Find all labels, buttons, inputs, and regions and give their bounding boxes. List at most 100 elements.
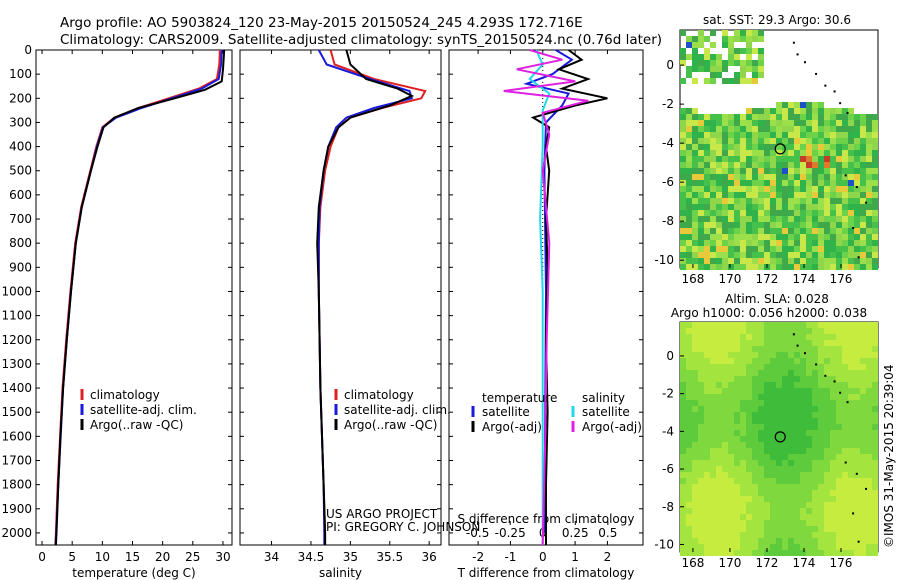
heat-cell [842, 252, 848, 258]
heat-cell [800, 454, 806, 460]
heat-cell [848, 370, 854, 376]
heat-cell [704, 430, 710, 436]
heat-cell [740, 352, 746, 358]
heat-cell [680, 538, 686, 544]
heat-cell [788, 472, 794, 478]
y-tick-label: 700 [9, 212, 32, 226]
heat-cell [680, 204, 686, 210]
heat-cell [818, 108, 824, 114]
sst-map-field [680, 30, 878, 270]
heat-cell [872, 376, 878, 382]
heat-cell [818, 418, 824, 424]
island-dot [833, 380, 836, 383]
heat-cell [776, 210, 782, 216]
heat-cell [794, 418, 800, 424]
y-tick-label: 900 [9, 260, 32, 274]
heat-cell [686, 526, 692, 532]
heat-cell [794, 204, 800, 210]
heat-cell [752, 246, 758, 252]
heat-cell [842, 168, 848, 174]
heat-cell [842, 144, 848, 150]
heat-cell [812, 538, 818, 544]
heat-cell [692, 460, 698, 466]
heat-cell [818, 114, 824, 120]
heat-cell [728, 120, 734, 126]
heat-cell [740, 388, 746, 394]
heat-cell [698, 60, 704, 66]
heat-cell [800, 448, 806, 454]
heat-cell [788, 508, 794, 514]
heat-cell [734, 162, 740, 168]
heat-cell [704, 48, 710, 54]
heat-cell [776, 382, 782, 388]
heat-cell [782, 180, 788, 186]
heat-cell [704, 394, 710, 400]
heat-cell [734, 54, 740, 60]
heat-cell [764, 508, 770, 514]
heat-cell [860, 454, 866, 460]
heat-cell [800, 502, 806, 508]
heat-cell [872, 222, 878, 228]
heat-cell [692, 126, 698, 132]
heat-cell [830, 334, 836, 340]
heat-cell [848, 484, 854, 490]
heat-cell [872, 328, 878, 334]
heat-cell [854, 550, 860, 556]
heat-cell [758, 514, 764, 520]
heat-cell [740, 412, 746, 418]
heat-cell [740, 210, 746, 216]
heat-cell [746, 472, 752, 478]
heat-cell [788, 198, 794, 204]
heat-cell [692, 60, 698, 66]
heat-cell [758, 520, 764, 526]
heat-cell [782, 412, 788, 418]
heat-cell [686, 204, 692, 210]
heat-cell [686, 502, 692, 508]
heat-cell [776, 264, 782, 270]
heat-cell [806, 358, 812, 364]
heat-cell [824, 108, 830, 114]
heat-cell [806, 108, 812, 114]
heat-cell [842, 162, 848, 168]
heat-cell [824, 120, 830, 126]
heat-cell [836, 406, 842, 412]
heat-cell [830, 460, 836, 466]
heat-cell [812, 204, 818, 210]
heat-cell [854, 258, 860, 264]
heat-cell [866, 538, 872, 544]
heat-cell [866, 448, 872, 454]
heat-cell [854, 240, 860, 246]
heat-cell [710, 430, 716, 436]
heat-cell [830, 138, 836, 144]
heat-cell [734, 192, 740, 198]
header-line1: Argo profile: AO 5903824_120 23-May-2015… [60, 15, 583, 31]
heat-cell [716, 496, 722, 502]
heat-cell [800, 442, 806, 448]
heat-cell [782, 132, 788, 138]
heat-cell [746, 550, 752, 556]
heat-cell [728, 412, 734, 418]
heat-cell [848, 216, 854, 222]
heat-cell [746, 126, 752, 132]
heat-cell [734, 526, 740, 532]
heat-cell [758, 204, 764, 210]
heat-cell [686, 508, 692, 514]
heat-cell [698, 418, 704, 424]
heat-cell [716, 358, 722, 364]
heat-cell [746, 168, 752, 174]
heat-cell [758, 454, 764, 460]
heat-cell [740, 526, 746, 532]
heat-cell [824, 252, 830, 258]
heat-cell [722, 466, 728, 472]
heat-cell [836, 418, 842, 424]
heat-cell [842, 418, 848, 424]
heat-cell [752, 394, 758, 400]
heat-cell [830, 478, 836, 484]
sst-map-islands [792, 41, 868, 259]
heat-cell [800, 544, 806, 550]
heat-cell [716, 424, 722, 430]
heat-cell [770, 228, 776, 234]
heat-cell [812, 352, 818, 358]
heat-cell [704, 322, 710, 328]
heat-cell [770, 490, 776, 496]
